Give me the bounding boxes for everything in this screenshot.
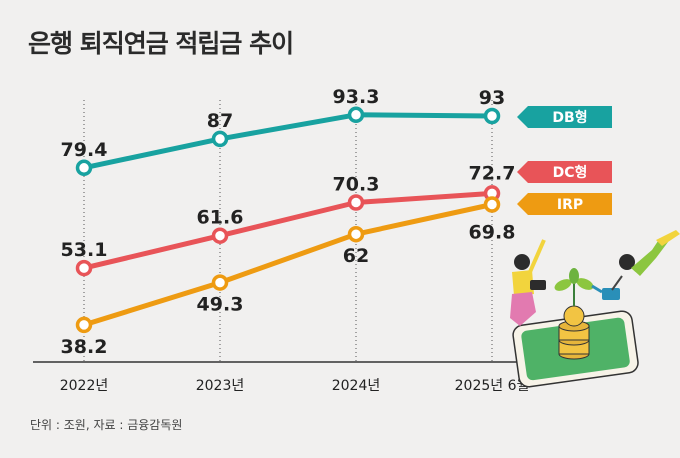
illustration [510, 230, 680, 388]
legend-label: IRP [557, 197, 583, 213]
data-point [75, 159, 93, 177]
legend-swatch [517, 106, 612, 128]
x-tick-label: 2022년 [60, 378, 109, 394]
data-label: 69.8 [469, 222, 516, 244]
data-point [75, 316, 93, 334]
series-line [83, 190, 493, 271]
grid-lines [83, 100, 493, 362]
footnote: 단위 : 조원, 자료 : 금융감독원 [30, 418, 182, 432]
series-line [83, 202, 493, 328]
chart-title: 은행 퇴직연금 적립금 추이 [28, 29, 293, 58]
legend-label: DC형 [553, 164, 588, 181]
data-label: 62 [343, 245, 369, 267]
data-label: 53.1 [61, 239, 108, 261]
data-point [483, 196, 501, 213]
data-label: 79.4 [61, 139, 108, 161]
data-point [211, 130, 229, 148]
data-label: 49.3 [197, 294, 244, 316]
data-point [75, 259, 93, 277]
data-label: 87 [207, 110, 233, 132]
data-label: 93.3 [333, 86, 380, 108]
data-label: 38.2 [61, 336, 108, 358]
data-point [211, 274, 229, 291]
data-label: 93 [479, 87, 505, 109]
legend: DB형 DC형 IRP [517, 106, 612, 215]
x-tick-label: 2025년 6월 [455, 378, 530, 394]
x-tick-label: 2024년 [332, 378, 381, 394]
data-label: 61.6 [197, 207, 244, 229]
series-line [83, 112, 493, 171]
data-point [347, 194, 365, 211]
series-lines [75, 106, 501, 334]
legend-swatch [517, 193, 612, 215]
data-label: 72.7 [469, 162, 516, 184]
data-labels: 79.4 87 93.3 93 53.1 61.6 70.3 72.7 38.2 49.3 62 69… [61, 86, 516, 358]
x-tick-label: 2023년 [196, 378, 245, 394]
data-point [211, 227, 229, 244]
data-label: 70.3 [333, 174, 380, 196]
data-point [347, 225, 365, 243]
data-point [347, 106, 365, 124]
data-point [483, 107, 501, 125]
legend-swatch [517, 161, 612, 183]
legend-label: DB형 [552, 109, 587, 126]
x-tick-labels: 2022년 2023년 2024년 2025년 6월 [60, 378, 530, 394]
